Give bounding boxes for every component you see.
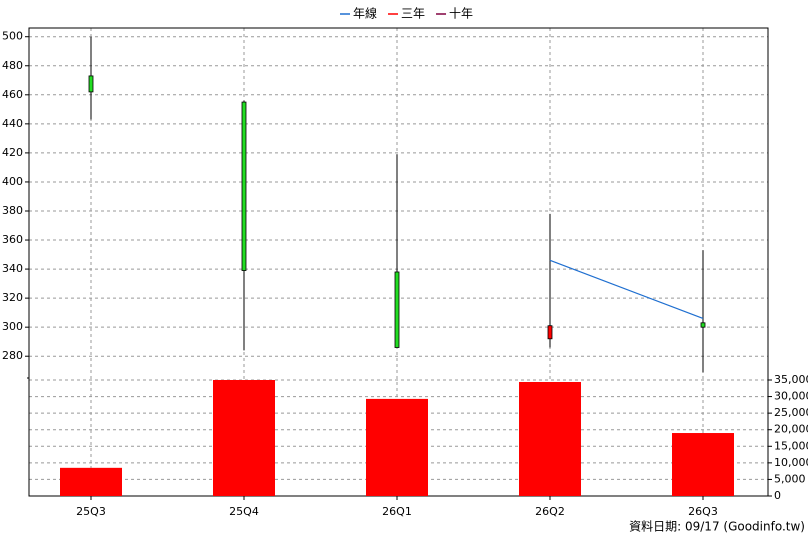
footnote: 資料日期: 09/17 (Goodinfo.tw) [629, 520, 805, 534]
legend-label: 三年 [401, 7, 425, 21]
y2-tick-label: 10,000 [774, 456, 808, 469]
y-tick-label: 380 [2, 204, 23, 217]
x-tick-label: 26Q3 [688, 505, 718, 518]
y-tick-label: 500 [2, 30, 23, 43]
y2-tick-label: 20,000 [774, 423, 808, 436]
y2-tick-label: 35,000 [774, 373, 808, 386]
candle-body [241, 101, 247, 271]
y2-tick-label: 30,000 [774, 390, 808, 403]
legend-label: 十年 [449, 7, 473, 21]
candle-body [700, 322, 706, 328]
volume-bar [60, 467, 122, 496]
candle-body [88, 75, 94, 93]
volume-bar [519, 381, 581, 496]
y-tick-label: 480 [2, 59, 23, 72]
candle-body [547, 325, 553, 340]
y2-tick-label: 15,000 [774, 439, 808, 452]
legend-label: 年線 [353, 6, 377, 21]
x-tick-label: 25Q4 [229, 505, 259, 518]
volume-bar [213, 380, 275, 496]
y2-tick-label: 5,000 [774, 472, 806, 485]
y-tick-label: 360 [2, 233, 23, 246]
y-tick-label: 300 [2, 320, 23, 333]
candle-body [394, 271, 400, 348]
y2-tick-label: 25,000 [774, 406, 808, 419]
volume-bar [672, 433, 734, 496]
x-tick-label: 26Q2 [535, 505, 565, 518]
y-tick-label: 400 [2, 175, 23, 188]
y2-tick-label: 0 [774, 489, 781, 502]
line-series [549, 259, 704, 320]
x-tick-label: 25Q3 [76, 505, 106, 518]
y-tick-label: 340 [2, 262, 23, 275]
x-tick-label: 26Q1 [382, 505, 412, 518]
y-tick-label: 280 [2, 349, 23, 362]
y-tick-label: 320 [2, 291, 23, 304]
y-tick-label: 440 [2, 117, 23, 130]
volume-bar [366, 398, 428, 496]
y-tick-label: 420 [2, 146, 23, 159]
y-tick-label: 460 [2, 88, 23, 101]
